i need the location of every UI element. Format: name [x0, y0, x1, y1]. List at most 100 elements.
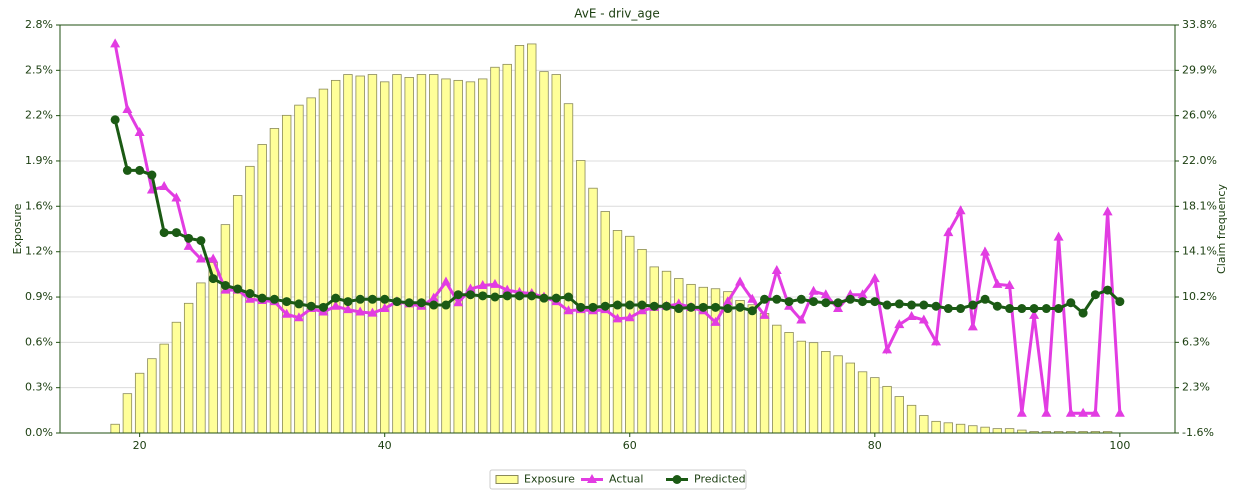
marker [587, 474, 597, 483]
y-tick-label: 2.2% [25, 109, 53, 122]
y2-tick-label: 18.1% [1182, 199, 1217, 212]
bar [257, 144, 267, 434]
bar [306, 97, 316, 434]
bar [171, 321, 182, 434]
marker [196, 236, 206, 246]
bar [220, 224, 231, 434]
marker [882, 344, 893, 354]
marker [919, 300, 929, 310]
marker [820, 289, 831, 299]
marker [943, 304, 953, 314]
marker [1102, 206, 1113, 216]
marker [1114, 407, 1125, 417]
y-tick-label: 0.9% [25, 290, 53, 303]
marker [367, 294, 377, 304]
marker [502, 291, 512, 301]
bar [759, 313, 770, 434]
bar [845, 362, 855, 434]
bar [183, 302, 194, 434]
marker [1090, 407, 1101, 417]
marker [588, 302, 598, 312]
bar [649, 266, 659, 434]
bar [343, 74, 353, 434]
marker [637, 305, 648, 315]
marker [1066, 298, 1076, 308]
marker [478, 291, 488, 301]
bar [563, 103, 574, 434]
y2-tick-label: 26.0% [1182, 109, 1217, 122]
marker [514, 291, 524, 301]
marker [563, 292, 573, 302]
marker [833, 298, 843, 308]
bar [735, 299, 745, 434]
marker [490, 292, 500, 302]
bar [478, 78, 488, 434]
y-tick-label: 0.3% [25, 381, 53, 394]
marker [747, 293, 758, 303]
y2-axis-label: Claim frequency [1215, 184, 1228, 274]
marker [772, 294, 782, 304]
bar [502, 63, 512, 434]
y-tick-label: 0.6% [25, 335, 53, 348]
marker [453, 290, 463, 300]
marker [1041, 304, 1051, 314]
marker [171, 192, 182, 202]
marker [1078, 407, 1089, 417]
x-tick-label: 80 [868, 439, 882, 452]
marker [367, 307, 378, 317]
bar [992, 428, 1003, 434]
bar [196, 282, 206, 434]
bar [919, 415, 929, 434]
marker [882, 300, 892, 310]
bar [429, 74, 439, 434]
marker [662, 301, 672, 311]
marker [1029, 309, 1040, 319]
marker [649, 301, 659, 311]
marker [943, 227, 954, 237]
legend-box [489, 469, 747, 490]
bar [784, 332, 794, 434]
marker [355, 294, 365, 304]
bar [551, 74, 561, 434]
bar [159, 343, 169, 434]
legend-swatch [495, 475, 519, 484]
bar [527, 43, 537, 434]
marker [612, 313, 623, 323]
marker [992, 278, 1003, 288]
marker [343, 297, 353, 307]
bar [465, 81, 476, 434]
legend: Exposure Actual Predicted [489, 469, 747, 490]
marker [134, 126, 145, 136]
marker [711, 302, 721, 312]
marker [404, 298, 414, 308]
marker [355, 306, 366, 316]
bar [955, 423, 966, 434]
bar [367, 74, 378, 434]
bar [980, 426, 990, 434]
marker [244, 293, 255, 303]
bar [870, 377, 880, 434]
marker [771, 265, 782, 275]
marker [428, 292, 439, 302]
marker [122, 165, 132, 175]
marker [331, 293, 341, 303]
x-tick-label: 100 [1109, 439, 1130, 452]
x-tick-label: 40 [378, 439, 392, 452]
marker [220, 280, 230, 290]
marker [968, 300, 978, 310]
bar [404, 77, 414, 434]
marker [489, 278, 500, 288]
y2-tick-label: 22.0% [1182, 154, 1217, 167]
marker [845, 294, 855, 304]
bar [931, 420, 941, 434]
marker [1017, 304, 1027, 314]
marker [674, 304, 684, 314]
marker [710, 316, 721, 326]
marker [931, 336, 942, 346]
bar [808, 342, 819, 434]
marker [894, 299, 904, 309]
marker [429, 300, 439, 310]
marker [907, 300, 917, 310]
y-tick-label: 2.8% [25, 18, 53, 31]
marker [171, 228, 181, 238]
